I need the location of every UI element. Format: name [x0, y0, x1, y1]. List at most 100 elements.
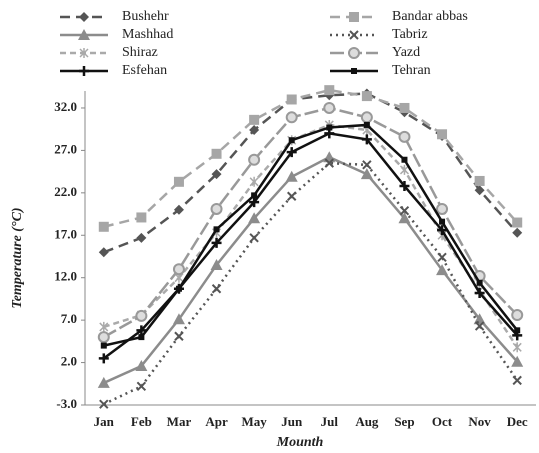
marker: [249, 176, 259, 187]
marker: [324, 85, 335, 96]
legend-label: Bushehr: [122, 9, 169, 24]
x-tick-label: Jan: [94, 414, 115, 429]
marker: [349, 30, 359, 40]
marker: [361, 91, 372, 102]
marker: [136, 232, 147, 243]
series-line: [103, 155, 519, 385]
marker: [474, 185, 485, 196]
series-line: [103, 106, 519, 339]
marker: [251, 192, 258, 199]
series-line: [103, 123, 519, 347]
marker: [249, 114, 260, 125]
series-line: [103, 88, 519, 228]
marker: [473, 313, 486, 325]
marker: [249, 125, 260, 136]
marker: [349, 12, 359, 22]
x-tick-label: Apr: [205, 414, 228, 429]
marker: [512, 227, 523, 238]
marker: [175, 285, 182, 292]
marker: [249, 233, 259, 243]
legend-label: Tehran: [392, 63, 431, 78]
y-tick-label: 17.0: [54, 226, 77, 241]
marker: [211, 237, 222, 248]
marker: [99, 399, 109, 409]
marker: [138, 334, 145, 341]
marker: [436, 264, 449, 276]
marker: [512, 217, 523, 228]
marker: [174, 331, 184, 341]
marker: [210, 202, 223, 215]
marker: [286, 147, 297, 158]
marker: [351, 68, 357, 74]
marker: [474, 321, 485, 331]
x-tick-label: Oct: [432, 414, 453, 429]
marker: [511, 309, 524, 322]
marker: [210, 258, 223, 270]
legend-label: Tabriz: [392, 27, 428, 42]
marker: [97, 376, 110, 388]
marker: [437, 129, 448, 140]
y-tick-label: 12.0: [54, 269, 77, 284]
marker: [79, 48, 89, 58]
marker: [323, 101, 336, 114]
marker: [401, 156, 408, 163]
marker: [285, 170, 298, 182]
x-tick-label: Aug: [355, 414, 379, 429]
marker: [79, 66, 89, 76]
marker: [363, 121, 370, 128]
legend-label: Bandar abbas: [392, 9, 468, 24]
series-line: [103, 161, 519, 406]
x-tick-label: Nov: [468, 414, 491, 429]
x-tick-label: Feb: [131, 414, 152, 429]
legend-label: Esfehan: [122, 63, 167, 78]
marker: [97, 331, 110, 344]
marker: [398, 212, 411, 224]
marker: [476, 279, 483, 286]
series-line: [103, 123, 519, 348]
marker: [361, 134, 372, 145]
marker: [348, 47, 360, 59]
marker: [399, 205, 410, 216]
marker: [249, 197, 260, 208]
y-tick-label: 7.0: [61, 311, 77, 326]
marker: [511, 355, 524, 367]
marker: [326, 124, 333, 131]
marker: [99, 321, 109, 332]
x-tick-label: Dec: [507, 414, 528, 429]
marker: [514, 327, 521, 334]
marker: [437, 252, 447, 263]
legend-label: Mashhad: [122, 27, 173, 42]
marker: [173, 176, 184, 187]
marker: [324, 158, 334, 168]
marker: [98, 353, 109, 364]
marker: [362, 160, 372, 170]
x-axis-label: Mounth: [276, 435, 324, 450]
marker: [474, 287, 485, 298]
y-tick-label: 22.0: [54, 184, 77, 199]
marker: [360, 111, 373, 124]
marker: [248, 153, 261, 166]
marker: [135, 309, 148, 322]
marker: [512, 375, 522, 386]
y-tick-label: 32.0: [54, 99, 77, 114]
marker: [398, 130, 411, 143]
marker: [248, 212, 261, 224]
x-tick-label: Jul: [321, 414, 339, 429]
marker: [98, 247, 109, 258]
marker: [285, 111, 298, 124]
marker: [98, 221, 109, 232]
marker: [172, 263, 185, 276]
marker: [288, 137, 295, 144]
y-axis-label: Temperature (°C): [10, 207, 25, 308]
x-tick-label: Mar: [167, 414, 192, 429]
x-tick-label: May: [241, 414, 267, 429]
marker: [100, 342, 107, 349]
marker: [211, 284, 222, 294]
marker: [439, 218, 446, 225]
marker: [399, 164, 409, 175]
marker: [436, 202, 449, 215]
marker: [512, 342, 522, 353]
marker: [399, 181, 410, 192]
x-tick-label: Sep: [394, 414, 414, 429]
